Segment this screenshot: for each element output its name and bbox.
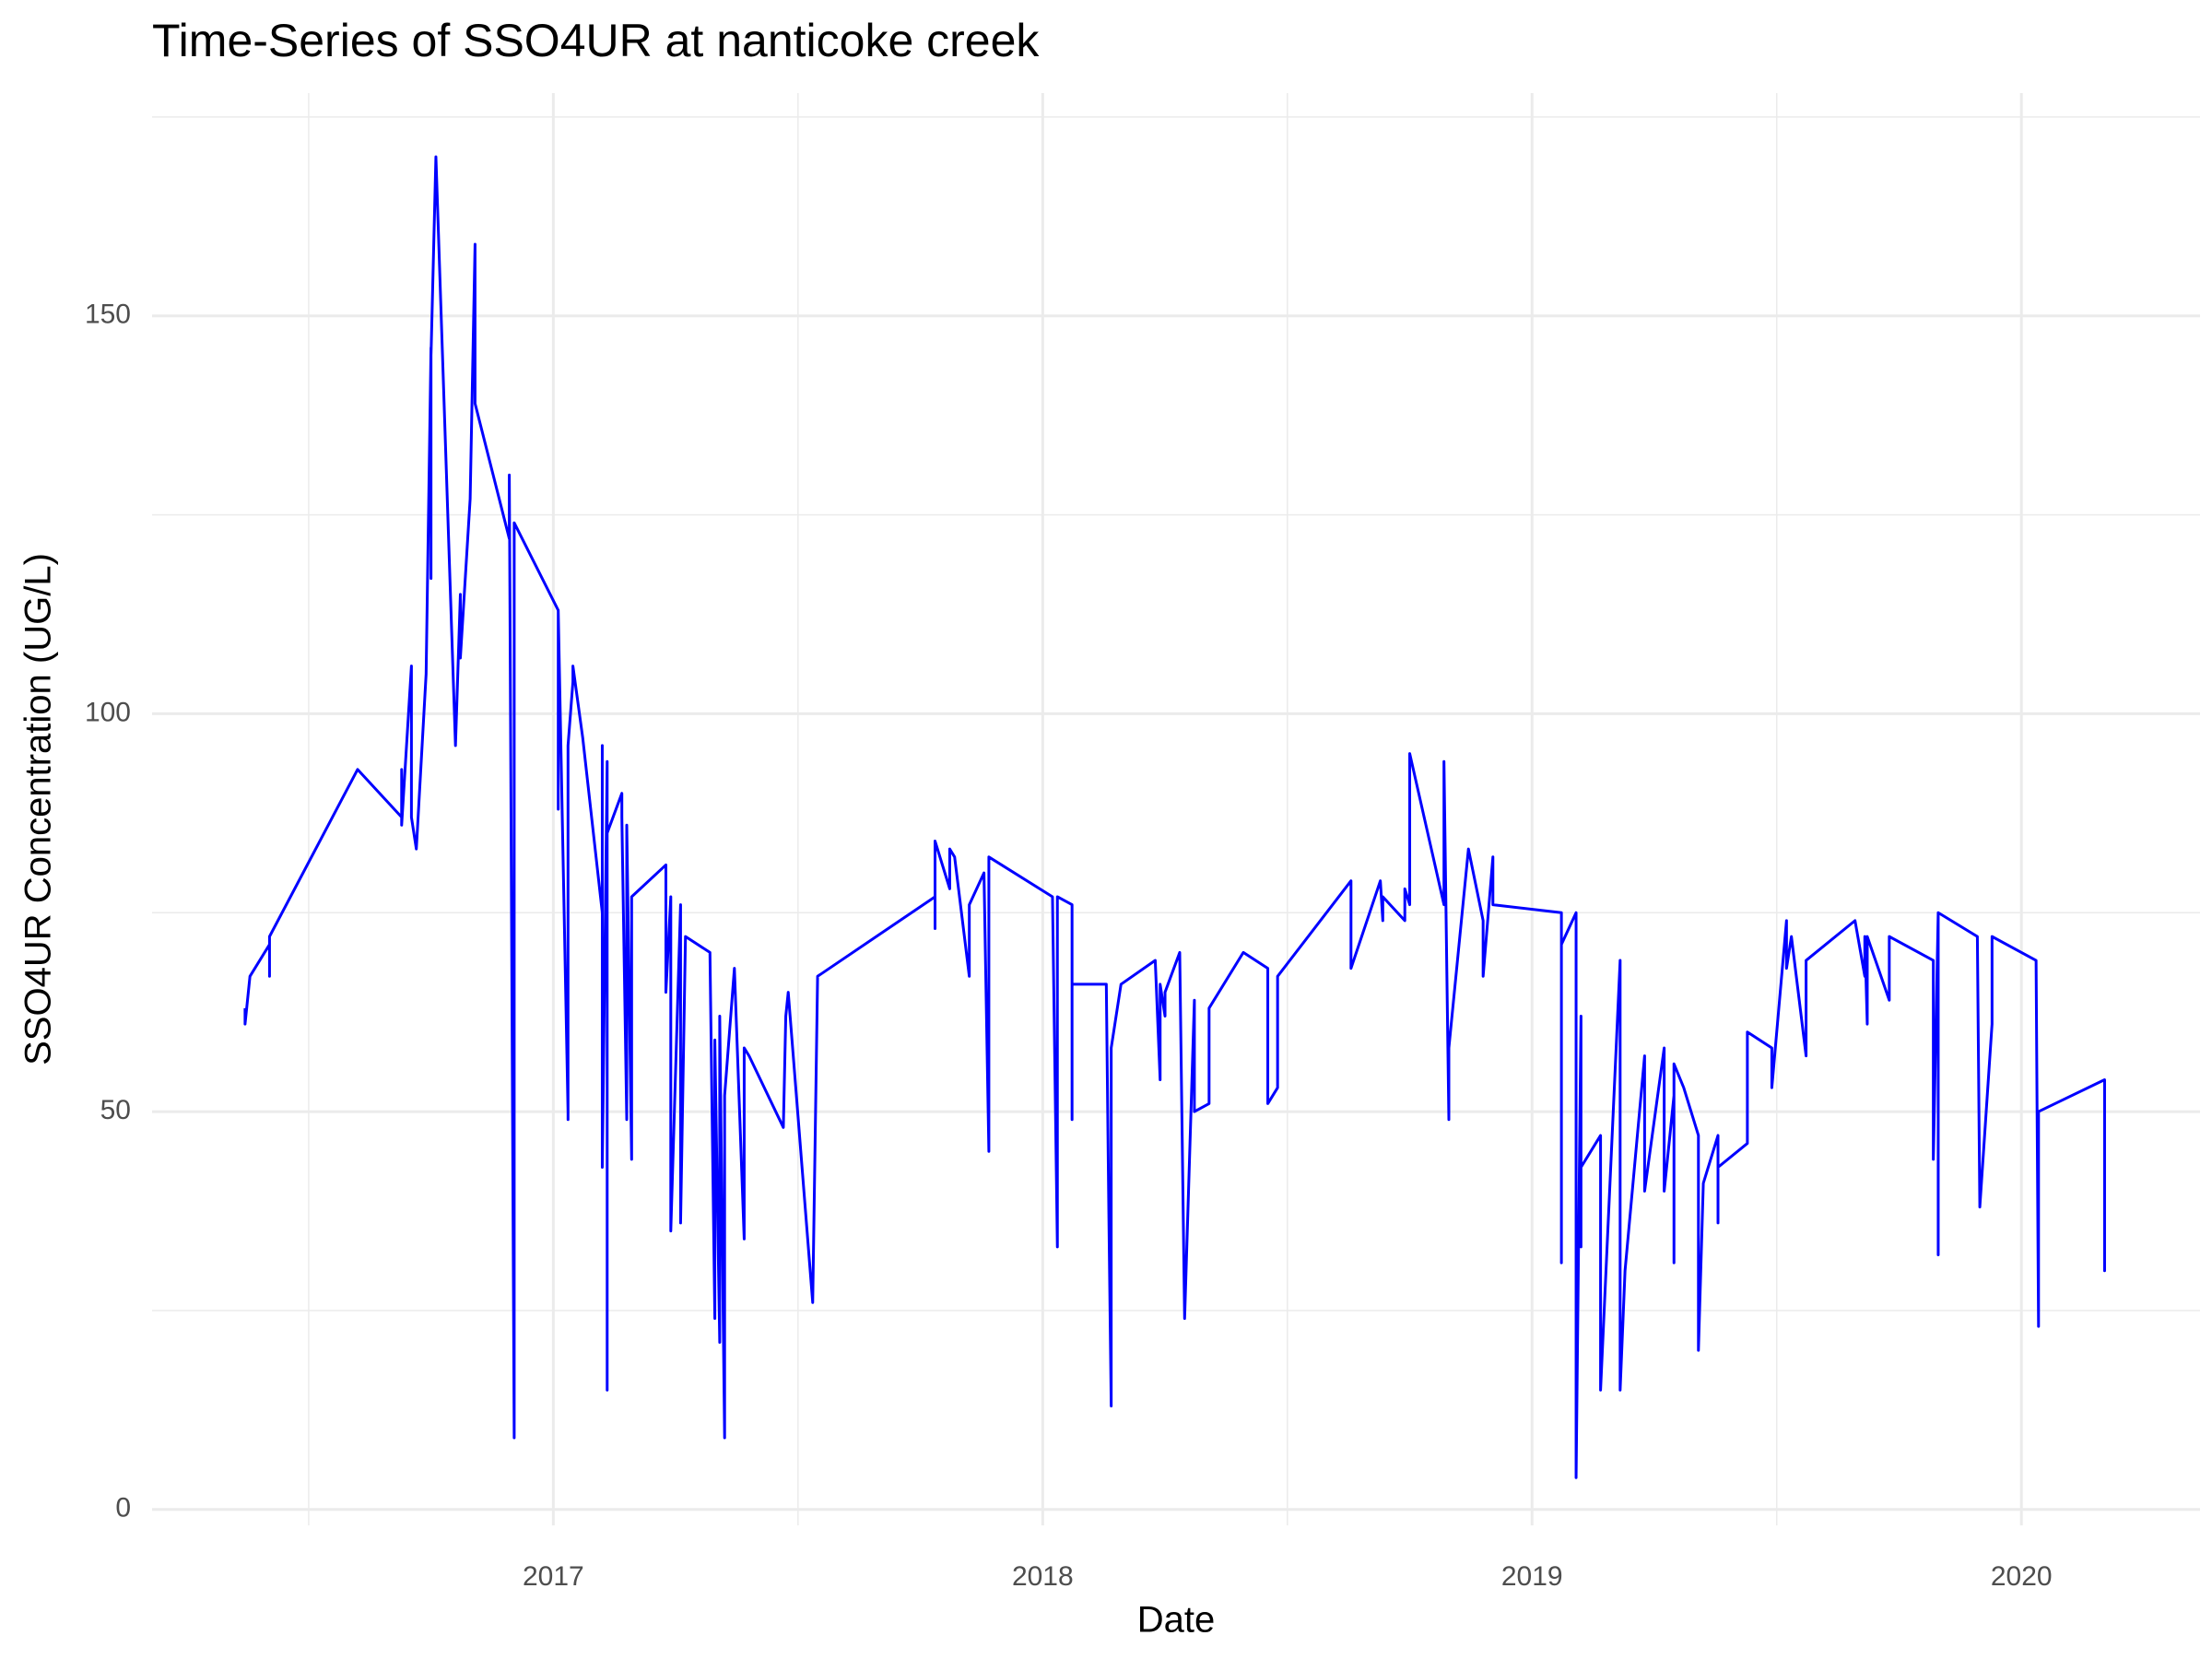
y-tick-label: 0 [115,1493,131,1524]
x-tick-label: 2020 [1991,1561,2053,1592]
y-tick-label: 150 [85,300,131,330]
x-axis-title: Date [1137,1600,1216,1641]
x-tick-label: 2019 [1501,1561,1563,1592]
data-line [243,155,2106,1479]
y-tick-label: 100 [85,697,131,727]
x-tick-label: 2018 [1012,1561,1074,1592]
y-axis-title: SSO4UR Concentration (UG/L) [18,553,59,1065]
y-tick-label: 50 [100,1095,131,1125]
chart-title: Time-Series of SSO4UR at nanticoke creek [152,15,1040,66]
x-tick-label: 2017 [523,1561,584,1592]
grid [152,93,2200,1525]
